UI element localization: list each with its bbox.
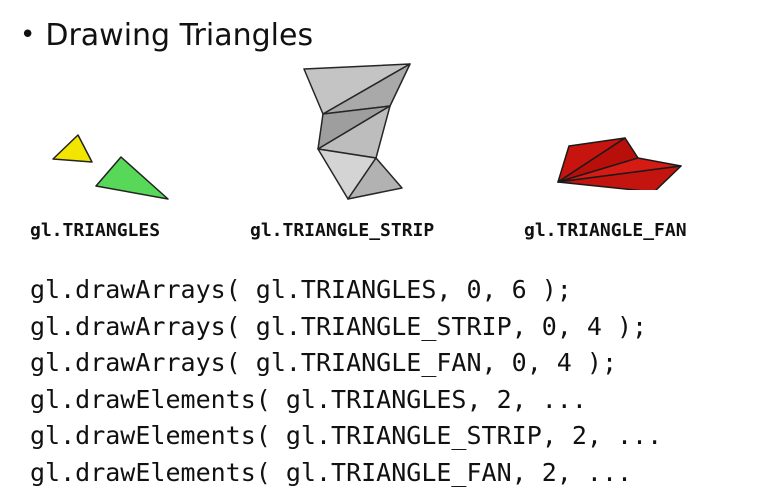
code-listing: gl.drawArrays( gl.TRIANGLES, 0, 6 ); gl.… [30, 272, 662, 492]
yellow-triangle [52, 134, 93, 163]
triangle-strip-icon [303, 63, 411, 200]
label-triangle-strip: gl.TRIANGLE_STRIP [250, 220, 435, 241]
strip-triangle-6 [347, 157, 403, 200]
code-line: gl.drawElements( gl.TRIANGLES, 2, ... [30, 384, 587, 414]
slide-title: Drawing Triangles [45, 17, 314, 53]
code-line: gl.drawArrays( gl.TRIANGLE_STRIP, 0, 4 )… [30, 311, 648, 341]
label-triangles: gl.TRIANGLES [30, 220, 161, 241]
triangle-fan-icon [557, 137, 682, 190]
slide-heading: • Drawing Triangles [20, 14, 313, 56]
code-line: gl.drawArrays( gl.TRIANGLE_FAN, 0, 4 ); [30, 348, 617, 378]
code-line: gl.drawArrays( gl.TRIANGLES, 0, 6 ); [30, 275, 572, 304]
separate-triangles-icon [52, 134, 169, 200]
code-line: gl.drawElements( gl.TRIANGLE_STRIP, 2, .… [30, 421, 663, 451]
code-line: gl.drawElements( gl.TRIANGLE_FAN, 2, ... [30, 457, 633, 487]
label-triangle-fan: gl.TRIANGLE_FAN [524, 220, 687, 241]
fan-triangle-4 [557, 165, 682, 190]
green-triangle [95, 156, 169, 200]
bullet-icon: • [20, 20, 36, 50]
